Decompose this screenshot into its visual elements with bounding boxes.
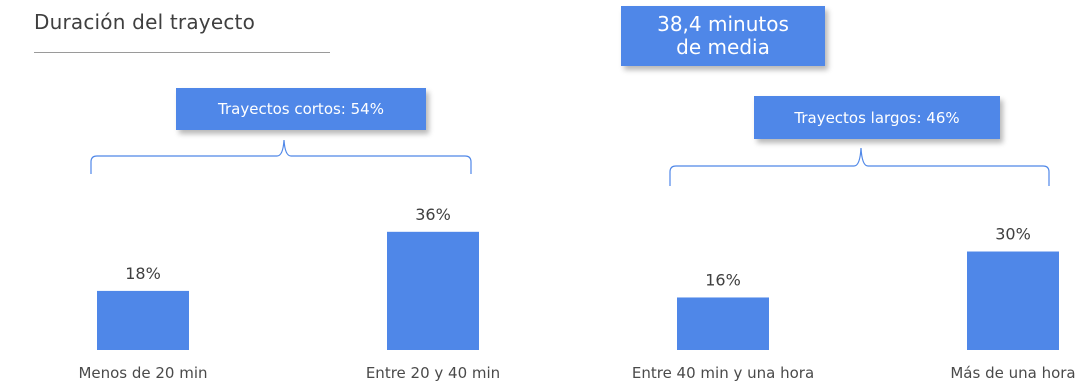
category-label-4: Más de una hora	[950, 364, 1075, 382]
bar-4	[967, 251, 1059, 350]
average-duration-box: 38,4 minutos de media	[621, 6, 825, 66]
data-label-2: 36%	[415, 205, 451, 224]
bar-2	[387, 231, 479, 350]
average-duration-caption: de media	[676, 35, 770, 59]
category-label-2: Entre 20 y 40 min	[366, 364, 500, 382]
bars-group: 18% Menos de 20 min 36% Entre 20 y 40 min 16…	[78, 205, 1075, 382]
average-duration-value: 38,4 minutos	[657, 12, 789, 36]
bar-1	[97, 290, 189, 350]
category-label-1: Menos de 20 min	[78, 364, 207, 382]
data-label-4: 30%	[995, 225, 1031, 244]
chart-title: Duración del trayecto	[34, 10, 256, 34]
bar-3	[677, 297, 769, 350]
data-label-3: 16%	[705, 270, 741, 289]
data-label-1: 18%	[125, 264, 161, 283]
category-label-3: Entre 40 min y una hora	[632, 364, 814, 382]
short-trips-box: Trayectos cortos: 54%	[176, 88, 426, 130]
short-trips-bracket	[90, 139, 472, 174]
long-trips-bracket	[669, 147, 1050, 186]
long-trips-box: Trayectos largos: 46%	[754, 96, 1000, 139]
title-underline	[34, 52, 330, 53]
